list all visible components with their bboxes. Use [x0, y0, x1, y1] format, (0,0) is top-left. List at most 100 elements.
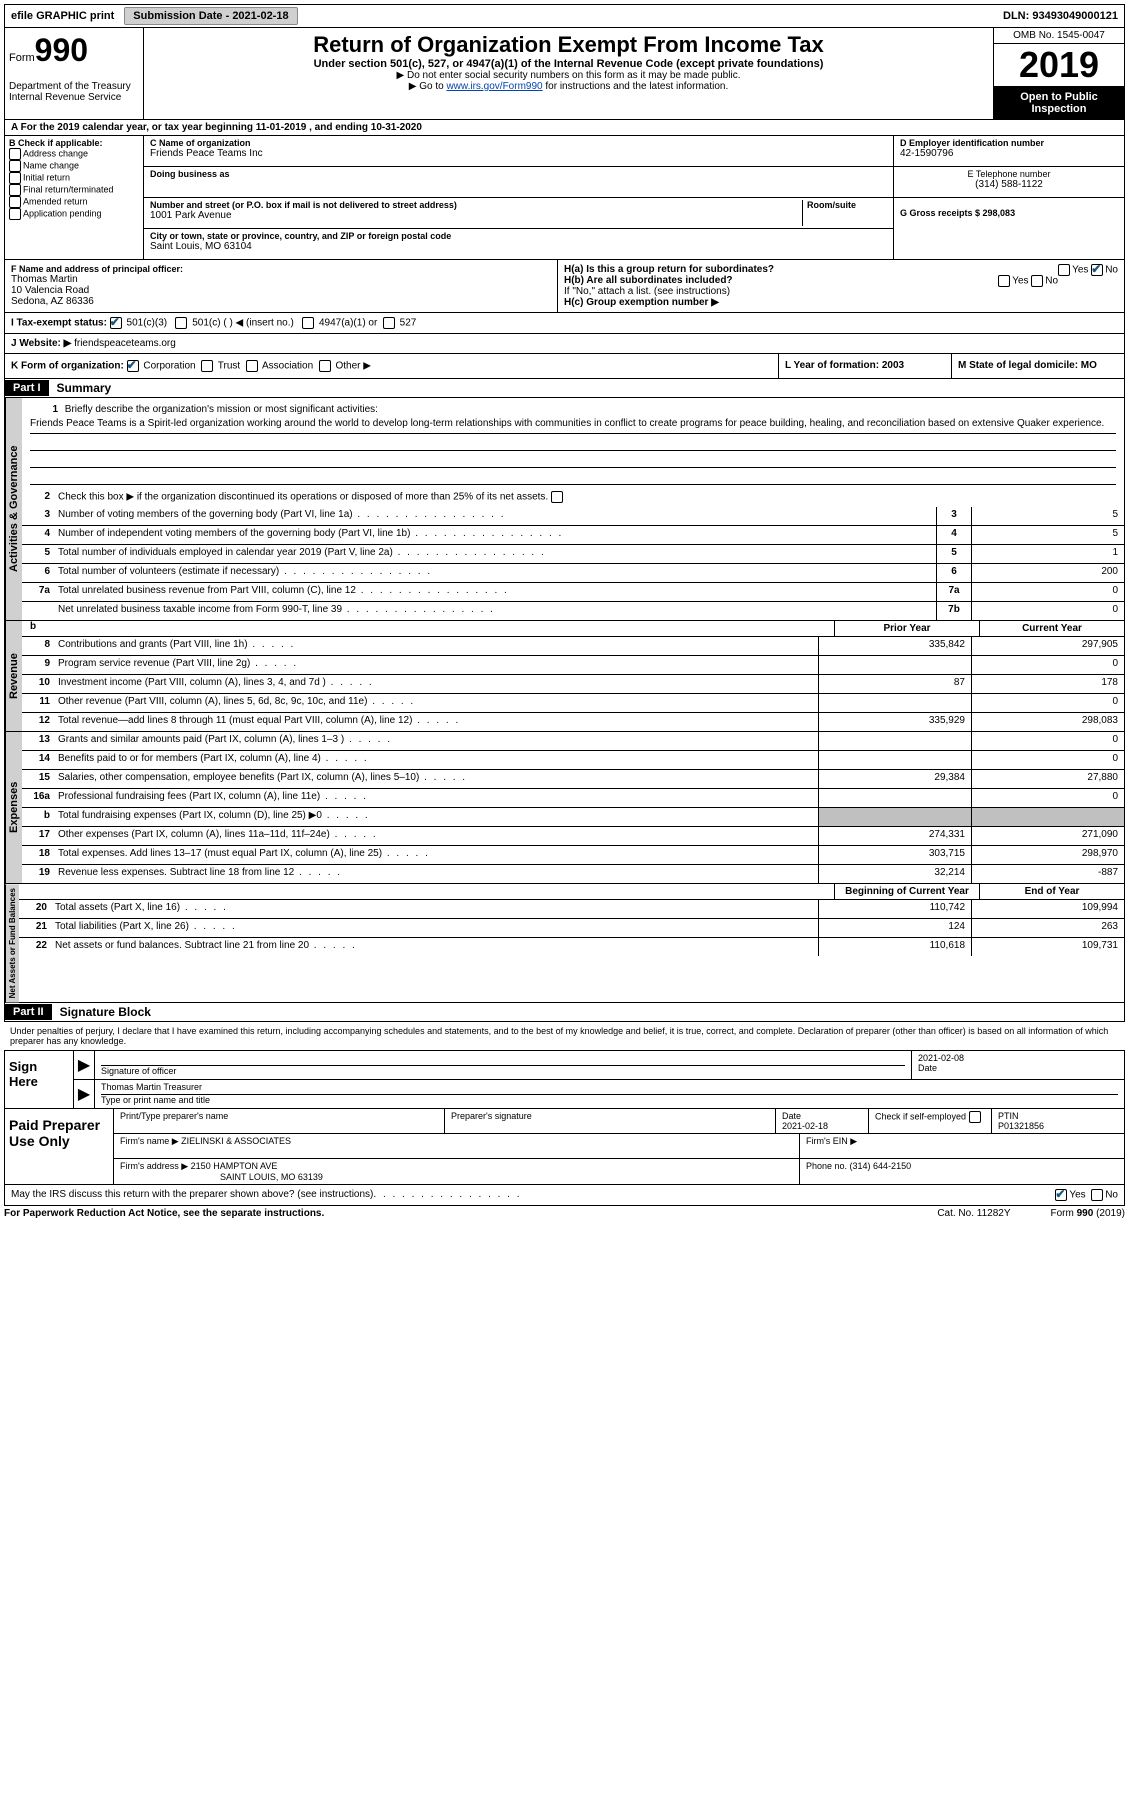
c-name-val: Friends Peace Teams Inc: [150, 148, 887, 159]
c-city-cell: City or town, state or province, country…: [144, 229, 893, 259]
table-row: 10 Investment income (Part VIII, column …: [22, 675, 1124, 694]
box-h: H(a) Is this a group return for subordin…: [558, 260, 1124, 312]
row-box: 6: [936, 564, 971, 582]
row-curr: -887: [971, 865, 1124, 883]
k-o3: Association: [262, 361, 313, 372]
box-j: J Website: ▶ friendspeaceteams.org: [4, 334, 1125, 354]
row-text: Total expenses. Add lines 13–17 (must eq…: [54, 846, 818, 864]
top-bar: efile GRAPHIC print Submission Date - 20…: [4, 4, 1125, 28]
row-curr: 27,880: [971, 770, 1124, 788]
row-val: 0: [971, 583, 1124, 601]
k-corp-check[interactable]: [127, 360, 139, 372]
checkbox-final[interactable]: [9, 184, 21, 196]
row-box: 7b: [936, 602, 971, 620]
hb-yes: Yes: [1012, 276, 1028, 287]
sig-arrow-2: ▶: [74, 1080, 95, 1108]
k-trust-check[interactable]: [201, 360, 213, 372]
row-text: Other revenue (Part VIII, column (A), li…: [54, 694, 818, 712]
box-m: M State of legal domicile: MO: [952, 354, 1124, 378]
checkbox-initial[interactable]: [9, 172, 21, 184]
e-val: (314) 588-1122: [900, 179, 1118, 190]
table-row: 20 Total assets (Part X, line 16) 110,74…: [19, 900, 1124, 919]
k-other-check[interactable]: [319, 360, 331, 372]
summary-ag: Activities & Governance 1 Briefly descri…: [4, 398, 1125, 621]
paid-preparer-label: Paid Preparer Use Only: [5, 1109, 114, 1184]
table-row: 11 Other revenue (Part VIII, column (A),…: [22, 694, 1124, 713]
summary-exp: Expenses 13 Grants and similar amounts p…: [4, 732, 1125, 884]
b-item-4: Amended return: [9, 196, 139, 208]
form990-link[interactable]: www.irs.gov/Form990: [446, 81, 542, 92]
c-city-val: Saint Louis, MO 63104: [150, 241, 887, 252]
row-text: Total assets (Part X, line 16): [51, 900, 818, 918]
ha-no-check[interactable]: [1091, 264, 1103, 276]
row-prior: [818, 751, 971, 769]
f-name: Thomas Martin: [11, 274, 551, 285]
checkbox-amended[interactable]: [9, 196, 21, 208]
sig-row-1: ▶ Signature of officer 2021-02-08 Date: [74, 1051, 1124, 1080]
k-o2: Trust: [218, 361, 240, 372]
hb-no: No: [1045, 276, 1058, 287]
l2-check[interactable]: [551, 491, 563, 503]
row-curr: 297,905: [971, 637, 1124, 655]
discuss-no-check[interactable]: [1091, 1189, 1103, 1201]
table-row: 21 Total liabilities (Part X, line 26) 1…: [19, 919, 1124, 938]
ha-label: H(a) Is this a group return for subordin…: [564, 264, 774, 275]
row-num: b: [22, 808, 54, 826]
row-curr: 0: [971, 732, 1124, 750]
row-val: 5: [971, 526, 1124, 544]
i-o3: 4947(a)(1) or: [319, 318, 377, 329]
row-text: Total revenue—add lines 8 through 11 (mu…: [54, 713, 818, 731]
k-assoc-check[interactable]: [246, 360, 258, 372]
row-text: Number of voting members of the governin…: [54, 507, 936, 525]
i-4947-check[interactable]: [302, 317, 314, 329]
box-b-hdr: B Check if applicable:: [9, 138, 139, 148]
mission-blank3: [30, 468, 1116, 485]
submission-button[interactable]: Submission Date - 2021-02-18: [124, 7, 297, 25]
prep-self-check[interactable]: [969, 1111, 981, 1123]
row-klm: K Form of organization: Corporation Trus…: [4, 354, 1125, 379]
i-527-check[interactable]: [383, 317, 395, 329]
row-curr: 263: [971, 919, 1124, 937]
checkbox-name[interactable]: [9, 160, 21, 172]
d-val: 42-1590796: [900, 148, 1118, 159]
dept-label: Department of the Treasury Internal Reve…: [9, 81, 139, 103]
exp-rows: 13 Grants and similar amounts paid (Part…: [22, 732, 1124, 883]
checkbox-address[interactable]: [9, 148, 21, 160]
checkbox-pending[interactable]: [9, 208, 21, 220]
row-text: Salaries, other compensation, employee b…: [54, 770, 818, 788]
header-left: Form990 Department of the Treasury Inter…: [5, 28, 144, 119]
mission-text: Friends Peace Teams is a Spirit-led orga…: [30, 417, 1116, 434]
hb-no-check[interactable]: [1031, 275, 1043, 287]
form-header: Form990 Department of the Treasury Inter…: [4, 28, 1125, 120]
e-cell: E Telephone number (314) 588-1122: [894, 167, 1124, 198]
ha-yes-check[interactable]: [1058, 264, 1070, 276]
row-text: Total liabilities (Part X, line 26): [51, 919, 818, 937]
row-num: 6: [22, 564, 54, 582]
hb-note: If "No," attach a list. (see instruction…: [564, 286, 1118, 297]
row-num: 8: [22, 637, 54, 655]
row-val: 200: [971, 564, 1124, 582]
table-row: 16a Professional fundraising fees (Part …: [22, 789, 1124, 808]
rev-rows: 8 Contributions and grants (Part VIII, l…: [22, 637, 1124, 731]
row-num: 5: [22, 545, 54, 563]
i-501c-check[interactable]: [175, 317, 187, 329]
f-label: F Name and address of principal officer:: [11, 264, 551, 274]
row-num: 7a: [22, 583, 54, 601]
table-row: 17 Other expenses (Part IX, column (A), …: [22, 827, 1124, 846]
row-num: 9: [22, 656, 54, 674]
discuss-yes-check[interactable]: [1055, 1189, 1067, 1201]
row-prior: 110,618: [818, 938, 971, 956]
discuss-yes: Yes: [1069, 1190, 1085, 1201]
row-val: 1: [971, 545, 1124, 563]
row-prior: 335,929: [818, 713, 971, 731]
table-row: Net unrelated business taxable income fr…: [22, 602, 1124, 620]
row-num: 20: [19, 900, 51, 918]
table-row: 7a Total unrelated business revenue from…: [22, 583, 1124, 602]
part1-badge: Part I: [5, 380, 49, 396]
i-501c3-check[interactable]: [110, 317, 122, 329]
row-2: 2 Check this box ▶ if the organization d…: [22, 489, 1124, 507]
hb-yes-check[interactable]: [998, 275, 1010, 287]
mission-blank1: [30, 434, 1116, 451]
part2-title: Signature Block: [52, 1003, 159, 1021]
row-curr: 0: [971, 789, 1124, 807]
